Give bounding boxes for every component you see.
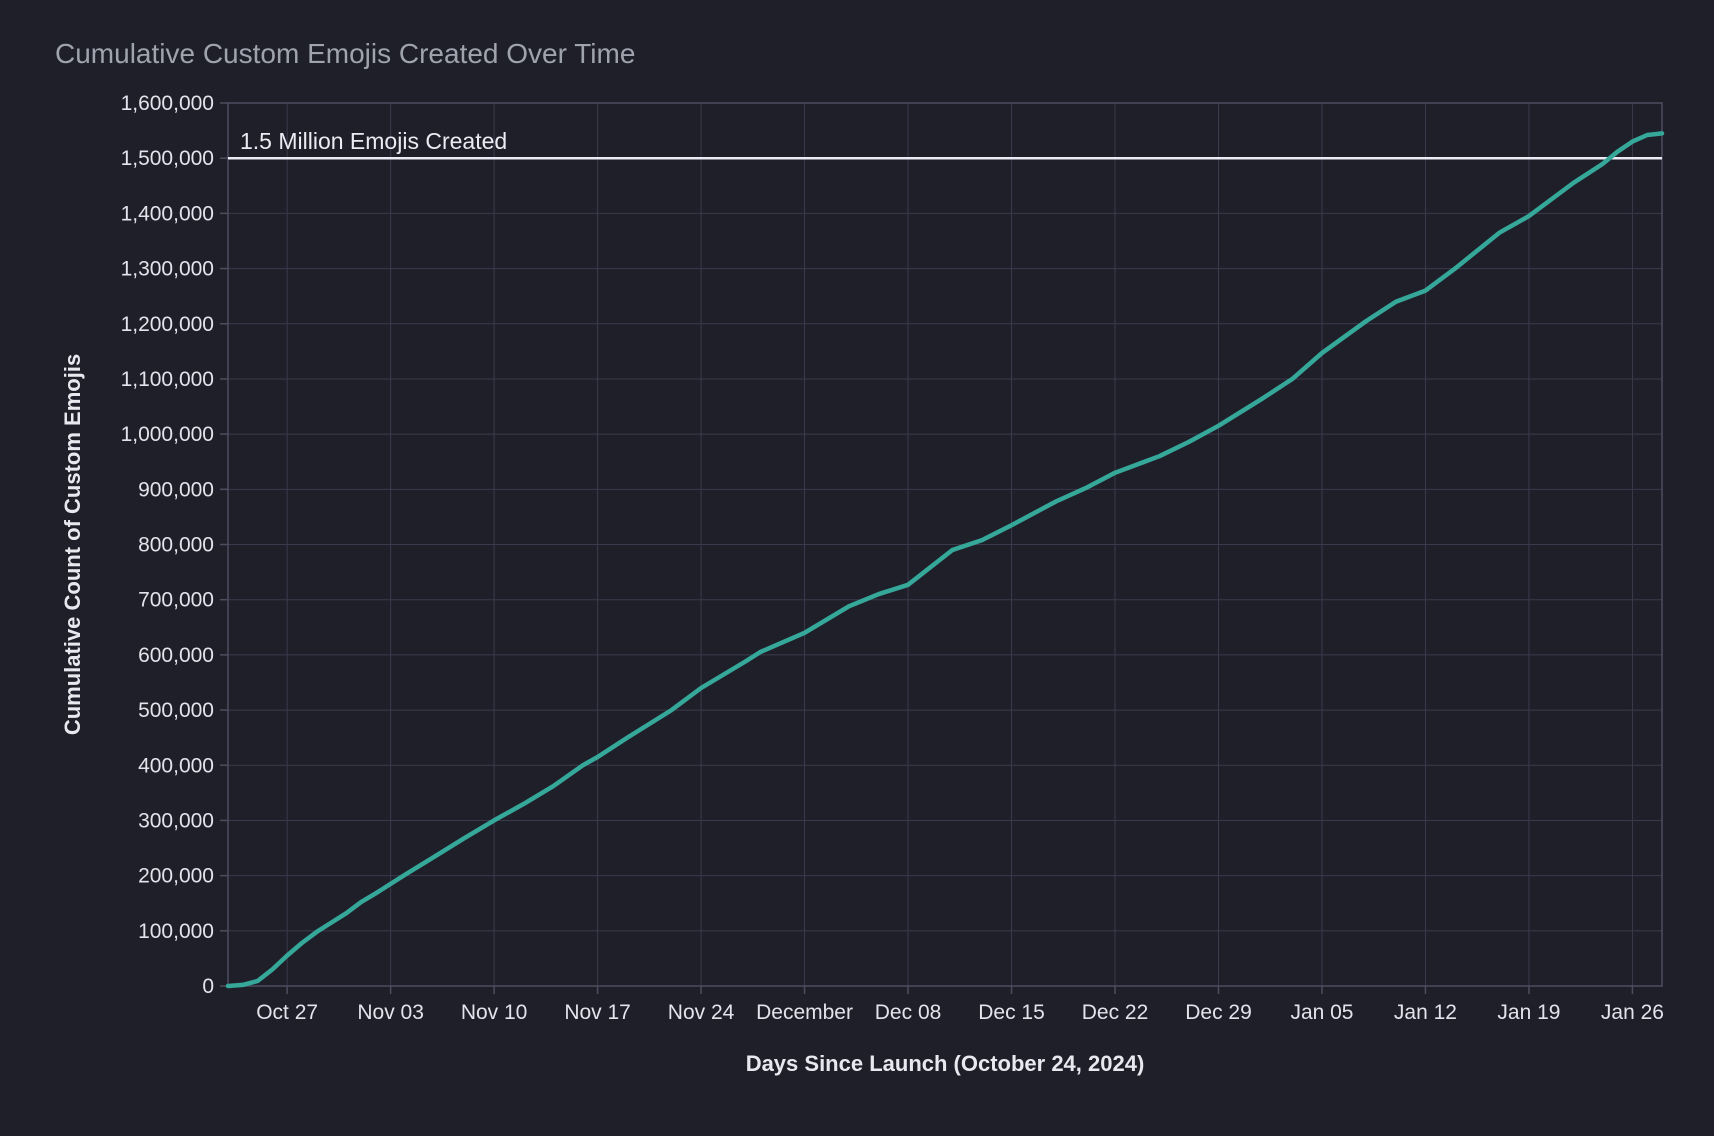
x-tick-label: Nov 24: [668, 1001, 735, 1024]
x-axis-title: Days Since Launch (October 24, 2024): [746, 1051, 1145, 1076]
tick-marks-group: [220, 102, 1634, 994]
y-tick-label: 0: [202, 975, 214, 998]
y-tick-label: 500,000: [138, 699, 214, 722]
x-tick-label: Nov 17: [564, 1001, 631, 1024]
y-tick-label: 200,000: [138, 865, 214, 888]
y-tick-label: 900,000: [138, 478, 214, 501]
x-tick-label: Jan 19: [1497, 1001, 1560, 1024]
x-tick-label: Jan 05: [1290, 1001, 1353, 1024]
x-tick-label: Jan 12: [1394, 1001, 1457, 1024]
y-tick-label: 100,000: [138, 920, 214, 943]
x-tick-label: Oct 27: [256, 1001, 318, 1024]
x-tick-label: Jan 26: [1601, 1001, 1664, 1024]
x-tick-label: Nov 03: [357, 1001, 424, 1024]
plot-border: [227, 102, 1663, 987]
tick-labels-group: 0 100,000 200,000 300,000 400,000 500,000 600,…: [121, 92, 1664, 1024]
x-tick-label: Dec 08: [875, 1001, 942, 1024]
y-axis-title: Cumulative Count of Custom Emojis: [60, 354, 85, 735]
x-tick-label: Dec 29: [1185, 1001, 1252, 1024]
cumulative-emojis-series-line: [225, 131, 1665, 989]
x-tick-label: December: [756, 1001, 853, 1024]
y-tick-label: 1,100,000: [121, 368, 214, 391]
y-tick-label: 800,000: [138, 534, 214, 557]
y-tick-label: 1,200,000: [121, 313, 214, 336]
y-tick-label: 1,400,000: [121, 202, 214, 225]
reference-line-annotation: 1.5 Million Emojis Created: [240, 128, 507, 154]
y-tick-label: 1,600,000: [121, 92, 214, 115]
y-tick-label: 300,000: [138, 809, 214, 832]
x-tick-label: Nov 10: [461, 1001, 528, 1024]
y-tick-label: 600,000: [138, 644, 214, 667]
x-tick-label: Dec 22: [1082, 1001, 1149, 1024]
x-tick-label: Dec 15: [978, 1001, 1045, 1024]
y-tick-label: 1,300,000: [121, 258, 214, 281]
chart-title: Cumulative Custom Emojis Created Over Ti…: [55, 38, 635, 69]
y-tick-label: 700,000: [138, 589, 214, 612]
gridlines-group: [228, 102, 1662, 987]
y-tick-label: 400,000: [138, 754, 214, 777]
y-tick-label: 1,500,000: [121, 147, 214, 170]
y-tick-label: 1,000,000: [121, 423, 214, 446]
